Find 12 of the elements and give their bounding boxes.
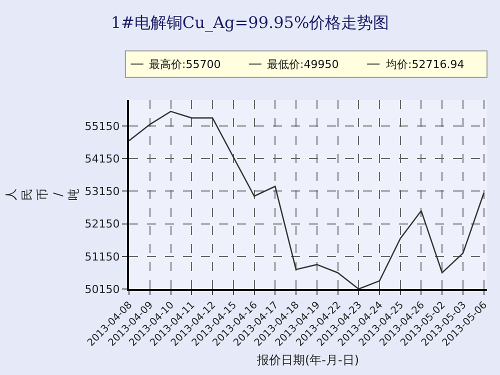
y-tick-label: 55150	[84, 120, 120, 133]
y-tick-label: 52150	[84, 218, 120, 231]
y-tick-label: 54150	[84, 152, 120, 166]
text: 最低价:49950	[267, 58, 339, 71]
y-tick-label: 51150	[84, 250, 120, 264]
chart-title: 1#电解铜Cu_Ag=99.95%价格走势图	[110, 13, 390, 32]
text: 均价:52716.94	[385, 58, 464, 71]
y-tick-label: 50150	[84, 282, 120, 296]
x-axis-title: 报价日期(年-月-日)	[256, 353, 360, 368]
text: 最高价:55700	[149, 58, 221, 71]
y-tick-label: 53150	[84, 185, 120, 198]
y-axis-title: 人民币/吨	[4, 188, 81, 200]
